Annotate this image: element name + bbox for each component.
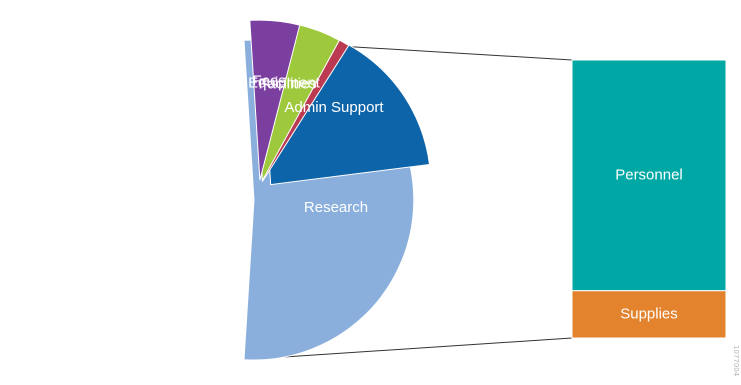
pie-label-fees: Fees	[253, 72, 286, 89]
chart-labels: Research Admin Support FacilitiesEquipment…	[248, 72, 683, 322]
pie-label-equipment: Equipment	[248, 75, 321, 92]
pie-label-facilities: Facilities	[258, 76, 316, 93]
bar-label-supplies: Supplies	[620, 305, 678, 322]
pie-label-admin-support: Admin Support	[284, 99, 384, 116]
breakdown-bar	[571, 59, 727, 339]
bar-segment-supplies	[571, 290, 727, 339]
pie-label-research: Research	[304, 199, 368, 216]
pie-slice-fees	[249, 19, 301, 181]
bar-segment-personnel	[571, 59, 727, 292]
bar-label-personnel: Personnel	[615, 166, 683, 183]
connector-line-bottom	[243, 337, 573, 361]
figure-code: 1077004	[732, 345, 740, 377]
pie-slices	[243, 19, 431, 361]
